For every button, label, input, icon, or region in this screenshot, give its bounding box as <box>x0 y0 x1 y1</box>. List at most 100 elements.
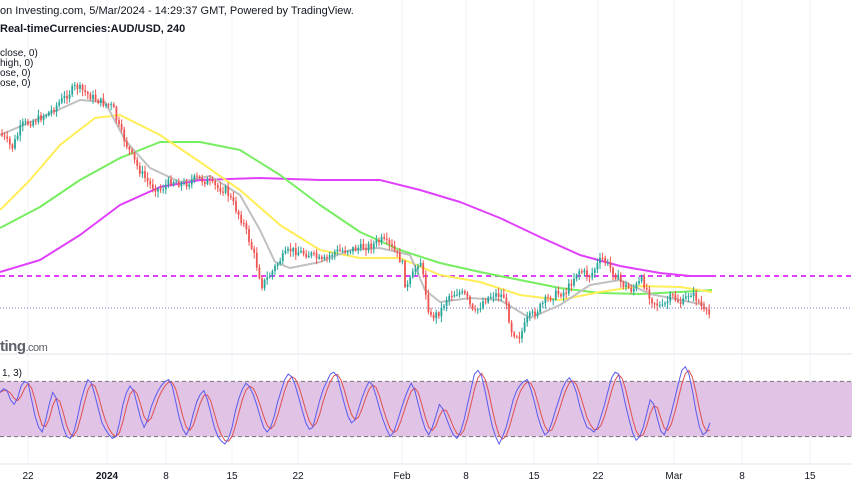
candle-body-58 <box>151 184 154 189</box>
candle-183 <box>476 307 479 314</box>
candle-81 <box>211 176 214 184</box>
candle-body-183 <box>476 309 479 311</box>
candle-38 <box>99 97 102 107</box>
candle-207 <box>539 302 542 315</box>
candle-265 <box>690 292 692 298</box>
candle-115 <box>300 246 302 254</box>
candle-180 <box>469 295 471 309</box>
candle-151 <box>393 240 396 253</box>
candle-body-46 <box>120 124 123 130</box>
candle-171 <box>445 296 448 312</box>
candle-61 <box>159 184 162 193</box>
candle-39 <box>102 93 105 108</box>
candle-body-162 <box>422 262 425 275</box>
candle-body-42 <box>110 104 113 106</box>
candle-191 <box>497 287 500 302</box>
candle-249 <box>648 286 651 305</box>
candle-body-245 <box>638 281 640 284</box>
candle-77 <box>201 174 204 186</box>
candle-97 <box>253 245 256 259</box>
candle-body-145 <box>378 240 380 243</box>
candle-20 <box>53 107 55 115</box>
candle-105 <box>274 263 276 275</box>
candle-body-265 <box>690 296 692 298</box>
candle-60 <box>157 187 159 198</box>
candle-160 <box>417 263 419 275</box>
candle-131 <box>341 247 344 253</box>
candle-55 <box>144 165 146 183</box>
candle-body-150 <box>391 243 393 246</box>
candle-158 <box>411 267 414 279</box>
candle-body-252 <box>656 303 659 306</box>
candle-body-65 <box>170 179 172 185</box>
candle-241 <box>627 282 630 290</box>
candle-21 <box>55 102 58 117</box>
candle-208 <box>541 300 544 308</box>
candle-213 <box>554 287 557 302</box>
candle-209 <box>544 294 547 309</box>
candle-body-114 <box>297 252 300 256</box>
candle-98 <box>255 247 258 271</box>
candle-148 <box>385 232 388 244</box>
candle-175 <box>456 288 458 297</box>
candle-body-205 <box>534 311 536 316</box>
candle-body-258 <box>671 294 674 296</box>
candle-body-78 <box>203 181 206 185</box>
candle-body-101 <box>263 279 266 289</box>
candle-17 <box>45 113 48 119</box>
candle-128 <box>333 249 336 260</box>
candle-216 <box>562 289 565 302</box>
candle-body-70 <box>183 182 185 184</box>
candle-178 <box>463 289 466 296</box>
candle-body-30 <box>79 84 81 89</box>
candle-body-156 <box>406 284 409 287</box>
candle-body-99 <box>258 267 261 279</box>
candlesticks <box>1 81 711 344</box>
candle-body-270 <box>703 306 705 310</box>
candle-127 <box>331 252 334 261</box>
symbol-header: Real-timeCurrencies:AUD/USD, 240 <box>0 23 186 35</box>
legend-line-4: ose, 0) <box>0 78 31 89</box>
candle-221 <box>575 273 578 282</box>
candle-133 <box>346 250 349 256</box>
candle-body-72 <box>188 184 191 187</box>
candle-body-133 <box>346 251 349 253</box>
candle-body-71 <box>185 182 188 187</box>
candle-body-206 <box>536 312 539 316</box>
candle-body-144 <box>375 240 378 244</box>
candle-239 <box>622 280 625 290</box>
candle-body-231 <box>601 257 604 259</box>
candle-body-106 <box>276 264 279 266</box>
candle-body-25 <box>66 95 68 99</box>
candle-body-146 <box>380 236 383 243</box>
candle-body-27 <box>71 85 74 95</box>
candle-226 <box>588 274 591 283</box>
candle-body-201 <box>523 322 526 332</box>
candle-body-175 <box>456 294 458 296</box>
candle-body-141 <box>367 243 370 251</box>
candle-169 <box>440 302 443 323</box>
candle-body-222 <box>578 271 581 275</box>
candle-22 <box>58 99 61 108</box>
candle-body-120 <box>313 252 315 254</box>
candle-body-112 <box>292 247 295 252</box>
candle-47 <box>123 126 126 147</box>
candle-262 <box>682 294 685 306</box>
candle-53 <box>138 162 141 177</box>
candle-body-171 <box>445 300 448 307</box>
candle-235 <box>612 266 614 281</box>
candle-174 <box>453 290 456 298</box>
candle-body-148 <box>385 238 388 240</box>
x-tick-label-9: Mar <box>665 471 683 482</box>
candle-body-197 <box>513 332 516 337</box>
candle-body-250 <box>651 298 653 304</box>
candle-body-129 <box>336 249 339 252</box>
candle-176 <box>458 289 461 298</box>
candle-body-244 <box>635 283 638 289</box>
candle-body-138 <box>359 243 362 249</box>
candle-body-102 <box>266 277 269 280</box>
candle-111 <box>289 242 292 257</box>
candle-142 <box>370 239 373 254</box>
candle-45 <box>118 116 120 128</box>
